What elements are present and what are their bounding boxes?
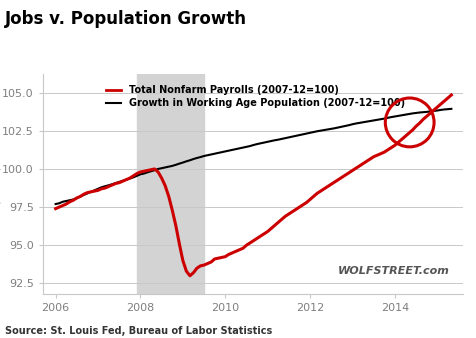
Y-axis label: (Index): (Index) (0, 165, 1, 204)
Bar (137, 74, 204, 294)
Text: Source: St. Louis Fed, Bureau of Labor Statistics: Source: St. Louis Fed, Bureau of Labor S… (5, 326, 271, 336)
Text: Jobs v. Population Growth: Jobs v. Population Growth (5, 10, 246, 28)
Text: WOLFSTREET.com: WOLFSTREET.com (337, 266, 449, 276)
Legend: Total Nonfarm Payrolls (2007-12=100), Growth in Working Age Population (2007-12=: Total Nonfarm Payrolls (2007-12=100), Gr… (102, 81, 408, 112)
